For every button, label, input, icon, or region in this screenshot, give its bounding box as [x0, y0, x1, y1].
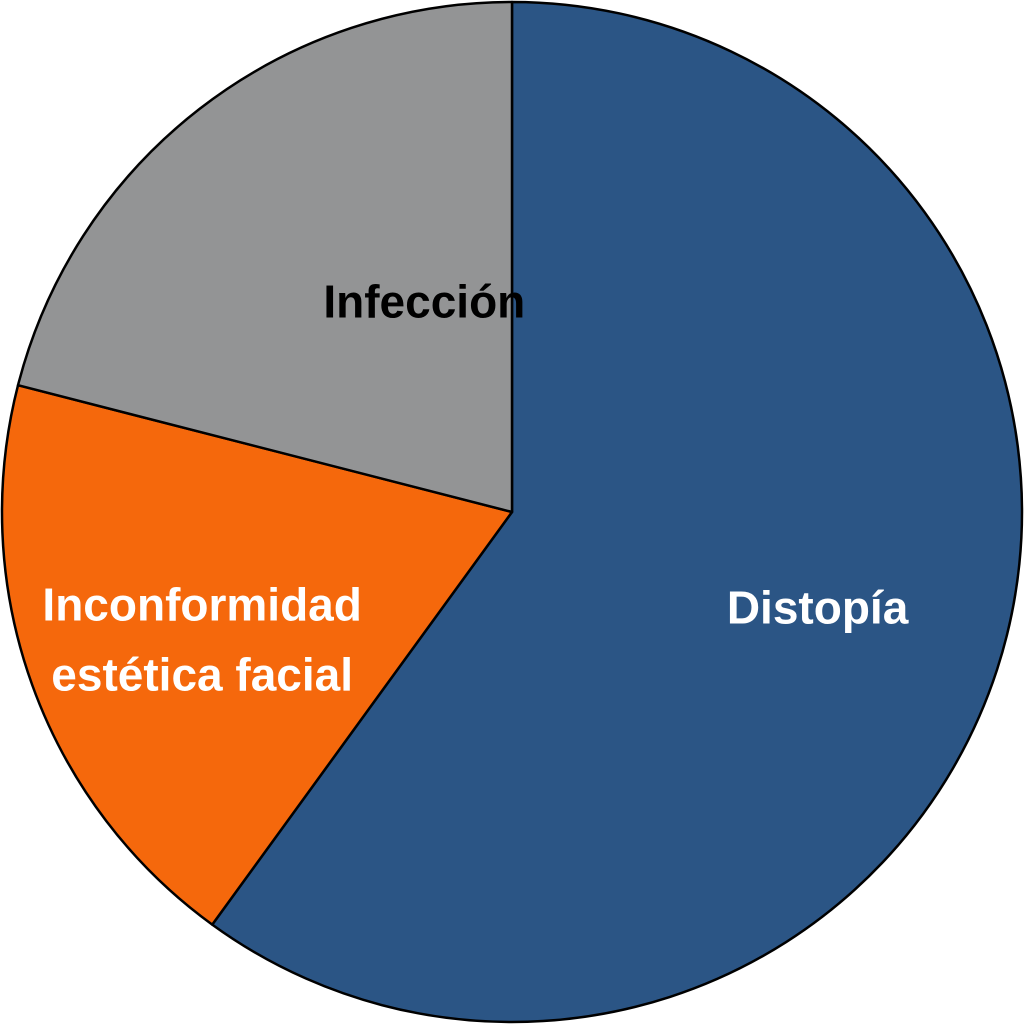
- pie-slice-0: [210, 0, 1024, 1024]
- pie-slice-1: [0, 383, 514, 926]
- pie-labels: Distopía Inconformidad estética facial Infe…: [42, 276, 908, 701]
- pie-slice-label-line: estética facial: [51, 649, 353, 701]
- pie-slice-label-2: Infección: [323, 276, 525, 328]
- pie-slice-label-line: Infección: [323, 276, 525, 328]
- pie-slice-2: [16, 0, 514, 514]
- pie-slice-label-line: Distopía: [727, 581, 909, 633]
- pie-slice-label-0: Distopía: [727, 581, 909, 633]
- pie-slice-label-1: Inconformidad estética facial: [42, 579, 361, 701]
- pie-slice-label-line: Inconformidad: [42, 579, 361, 631]
